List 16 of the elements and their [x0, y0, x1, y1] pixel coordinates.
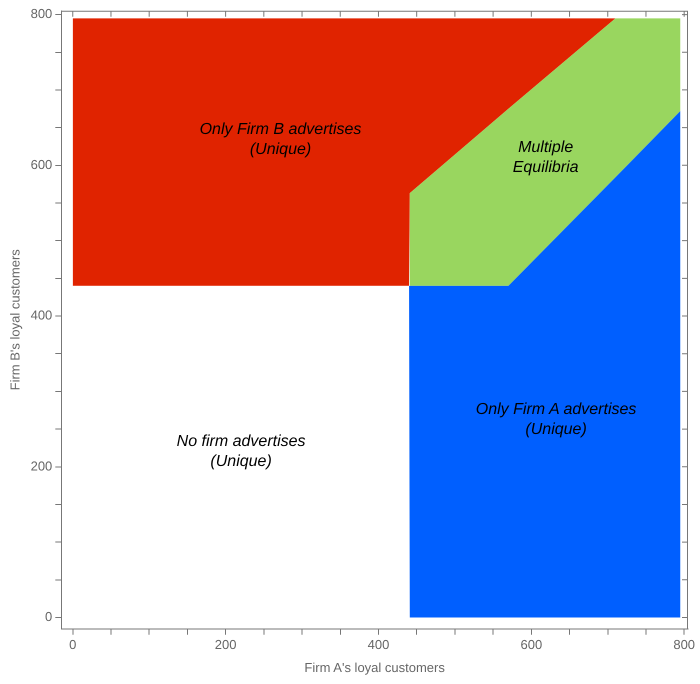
x-tick-label: 200	[214, 637, 236, 652]
y-tick-label: 800	[30, 6, 52, 22]
y-tick-label: 600	[30, 156, 52, 172]
x-tick-label: 600	[520, 637, 542, 652]
x-axis-title: Firm A's loyal customers	[304, 660, 446, 675]
series-label: No firm advertises (Unique)	[176, 433, 306, 470]
y-axis-title: Firm B's loyal customers	[7, 248, 22, 390]
y-tick-label: 0	[45, 609, 52, 624]
series-label: Only Firm B advertises (Unique)	[200, 121, 362, 158]
x-tick-label: 800	[673, 637, 696, 652]
series-label: Multiple Equilibria	[512, 139, 579, 176]
x-tick-label: 400	[368, 637, 390, 652]
y-tick-label: 200	[30, 458, 52, 474]
y-tick-label: 400	[30, 308, 52, 323]
x-tick-label: 0	[69, 637, 76, 652]
series-label: Only Firm A advertises (Unique)	[476, 401, 636, 438]
